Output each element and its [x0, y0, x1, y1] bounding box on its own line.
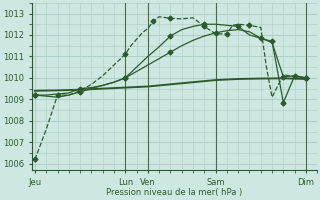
- X-axis label: Pression niveau de la mer( hPa ): Pression niveau de la mer( hPa ): [106, 188, 243, 197]
